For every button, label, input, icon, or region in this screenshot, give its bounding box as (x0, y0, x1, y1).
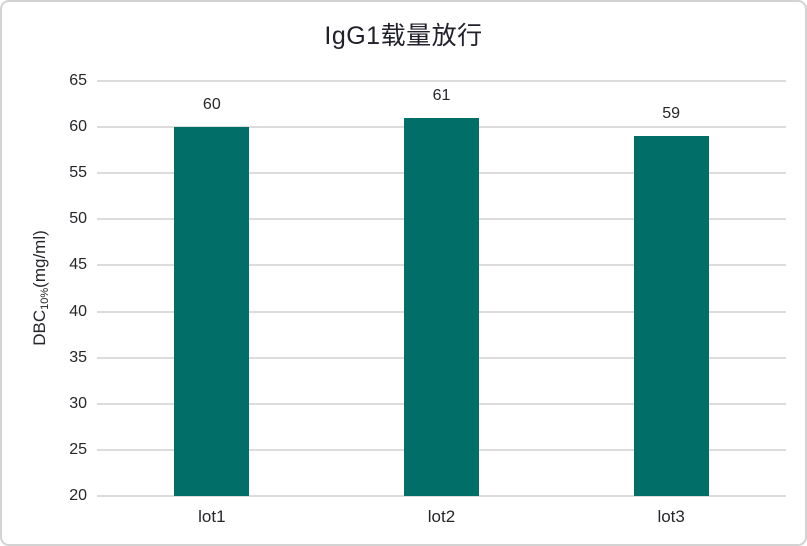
y-tick-label: 55 (69, 164, 87, 182)
y-tick-label: 35 (69, 348, 87, 366)
bar-value-label: 59 (662, 105, 681, 123)
y-tick-label: 25 (69, 440, 87, 458)
y-axis-title: DBC10%(mg/ml) (30, 230, 51, 346)
y-tick-label: 50 (69, 210, 87, 228)
y-tick-label: 30 (69, 394, 87, 412)
bar-value-label: 60 (202, 96, 221, 114)
bar-value-label: 61 (432, 86, 451, 104)
x-category-label-lot1: lot1 (198, 507, 226, 526)
gridline (97, 495, 786, 497)
y-tick-label: 45 (69, 256, 87, 274)
bar-lot1 (174, 127, 250, 496)
x-category-label-lot2: lot2 (427, 507, 456, 526)
plot-area: 20 25 30 35 40 45 50 55 60 65 60 lot1 61 lot2 59 lot3 (69, 73, 786, 526)
chart-title: IgG1载量放行 (324, 22, 483, 50)
x-category-label-lot3: lot3 (657, 507, 685, 526)
bar-lot3 (633, 136, 709, 496)
y-tick-label: 20 (69, 487, 87, 504)
bar-lot2 (404, 117, 479, 496)
gridline (97, 80, 786, 82)
y-tick-label: 60 (69, 118, 87, 136)
y-tick-label: 65 (69, 72, 87, 89)
y-tick-label: 40 (69, 302, 87, 320)
